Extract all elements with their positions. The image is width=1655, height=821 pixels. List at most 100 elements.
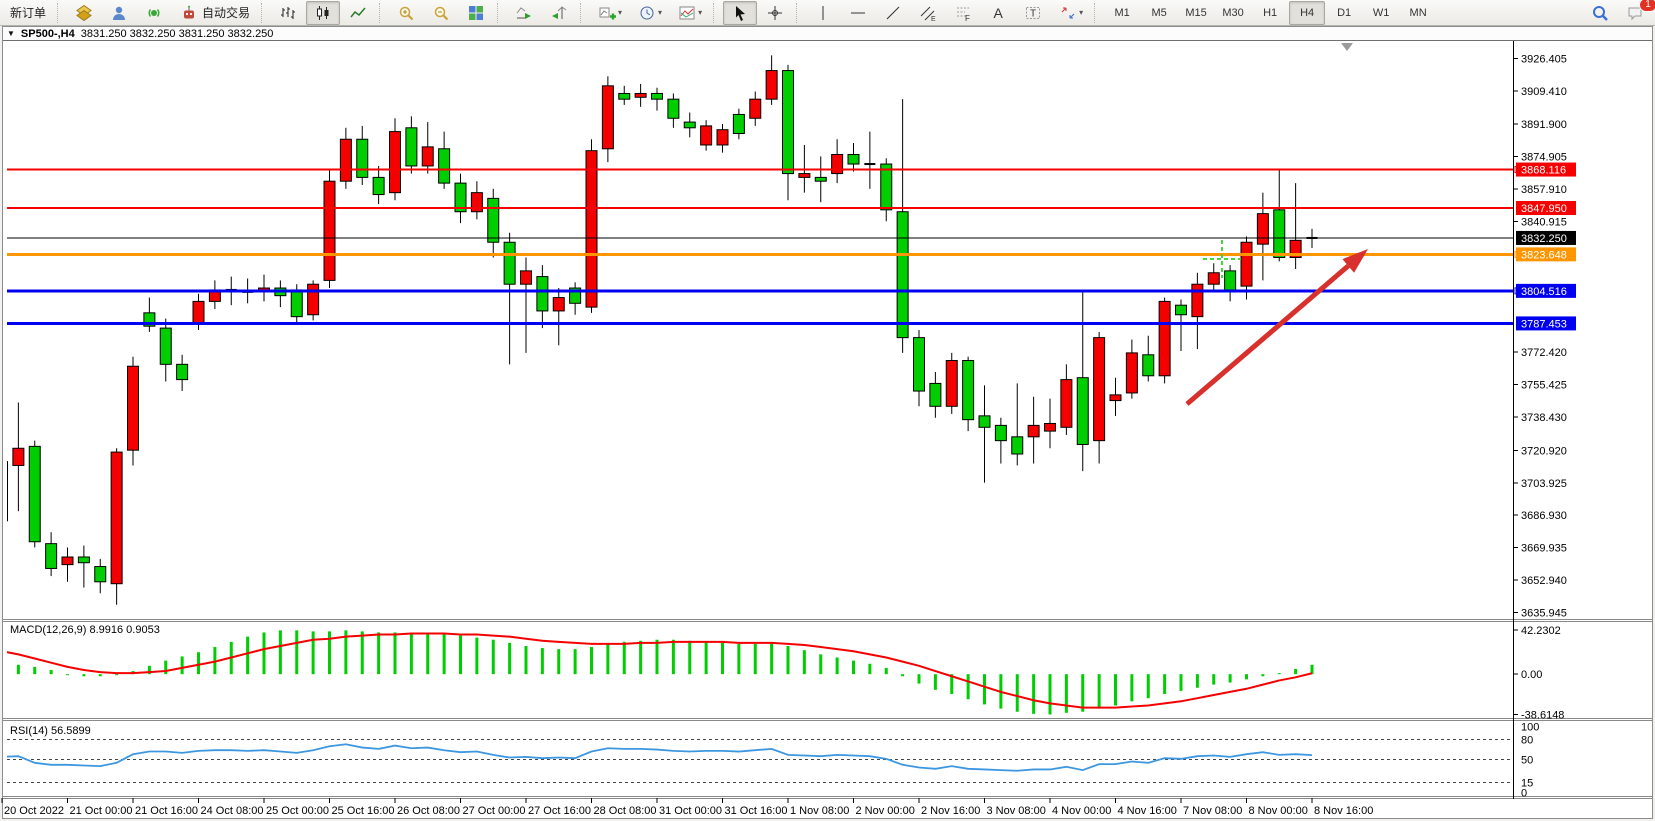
- chart-template-icon-caret-icon[interactable]: ▾: [698, 8, 703, 17]
- date-tick-label: 25 Oct 16:00: [332, 805, 395, 817]
- trendline-icon[interactable]: [876, 1, 910, 25]
- candle-bear: [356, 138, 369, 178]
- search-icon: [1590, 3, 1610, 23]
- candle-bear: [929, 382, 942, 407]
- equidistant-channel-icon[interactable]: E: [911, 1, 945, 25]
- candle-bull: [585, 150, 598, 308]
- autotrading-button[interactable]: 自动交易: [172, 1, 257, 25]
- toolbar-separator: [261, 2, 267, 23]
- equidistant-channel-icon: E: [918, 3, 938, 23]
- new-order-button[interactable]: 新订单: [3, 1, 53, 25]
- rsi-indicator: [7, 739, 1513, 784]
- candle-bull: [389, 131, 401, 194]
- chart-shift-icon[interactable]: [542, 1, 576, 25]
- candle-bear: [94, 566, 107, 583]
- price-badge-label: 3868.116: [1521, 165, 1566, 177]
- periods-icon[interactable]: ▾: [630, 1, 669, 25]
- arrows-icon-caret-icon[interactable]: ▾: [1079, 8, 1084, 17]
- price-badge: [1516, 230, 1576, 245]
- timeframe-mn[interactable]: MN: [1400, 1, 1436, 25]
- candle-bear: [847, 154, 860, 165]
- candle-bull: [1207, 272, 1220, 285]
- candle-bear: [143, 312, 156, 327]
- price-badge: [1516, 247, 1576, 262]
- date-tick-label: 21 Oct 16:00: [135, 805, 198, 817]
- tile-windows-icon[interactable]: [459, 1, 493, 25]
- vertical-line-icon[interactable]: [806, 1, 840, 25]
- rsi-tick-label: 50: [1521, 755, 1533, 767]
- zoom-out-icon[interactable]: [424, 1, 458, 25]
- date-tick-label: 3 Nov 08:00: [987, 805, 1046, 817]
- timeframe-m30[interactable]: M30: [1215, 1, 1251, 25]
- candle-bear: [503, 241, 516, 285]
- price-levels[interactable]: [7, 166, 1522, 325]
- auto-scroll-icon[interactable]: [507, 1, 541, 25]
- timeframe-m15[interactable]: M15: [1178, 1, 1214, 25]
- date-axis[interactable]: 20 Oct 2022 21 Oct 00:00 21 Oct 16:00 24 Oc…: [1, 798, 1373, 817]
- candle-bear: [1175, 304, 1187, 316]
- timeframe-w1[interactable]: W1: [1363, 1, 1399, 25]
- arrows-icon[interactable]: ▾: [1051, 1, 1090, 25]
- market-watch-icon[interactable]: [67, 1, 101, 25]
- notifications-icon[interactable]: 1: [1618, 0, 1655, 25]
- candlestick-chart-icon[interactable]: [306, 0, 341, 25]
- svg-text:T: T: [1030, 8, 1036, 19]
- candle-bull: [339, 138, 352, 182]
- chart-template-icon[interactable]: ▾: [670, 1, 709, 25]
- search-icon[interactable]: [1583, 1, 1617, 25]
- price-axis[interactable]: 3926.405 3909.410 3891.900 3874.905 3857.910…: [1513, 53, 1576, 800]
- cursor-icon[interactable]: [723, 0, 758, 25]
- toolbar-separator: [713, 2, 719, 23]
- timeframe-h4[interactable]: H4: [1289, 0, 1326, 25]
- text-label-icon[interactable]: T: [1016, 1, 1050, 25]
- toolbar-separator: [379, 2, 385, 23]
- candle-bull: [765, 70, 778, 100]
- timeframe-m1[interactable]: M1: [1104, 1, 1140, 25]
- price-badge: [1516, 283, 1576, 298]
- timeframe-m5[interactable]: M5: [1141, 1, 1177, 25]
- candle-bear: [782, 70, 794, 175]
- text-label-icon: T: [1023, 3, 1043, 23]
- fibonacci-icon[interactable]: F: [946, 1, 980, 25]
- timeframe-d1[interactable]: D1: [1326, 1, 1362, 25]
- price-badge-label: 3832.250: [1521, 233, 1567, 245]
- terminal-icon[interactable]: [102, 1, 136, 25]
- candle-bear: [618, 92, 631, 100]
- chart-title-bar[interactable]: ▼ SP500-,H4 3831.250 3832.250 3831.250 3…: [3, 27, 1652, 40]
- date-tick-label: 27 Oct 00:00: [463, 805, 526, 817]
- text-icon[interactable]: A: [981, 1, 1015, 25]
- trend-arrow-annotation[interactable]: [1185, 249, 1368, 406]
- cursor-icon: [730, 3, 750, 23]
- bar-chart-icon[interactable]: [271, 1, 305, 25]
- candle-bull: [831, 154, 844, 175]
- chart-window-frame: [2, 26, 1653, 819]
- price-tick-label: 3686.930: [1521, 510, 1567, 522]
- date-tick-label: 1 Nov 08:00: [790, 805, 849, 817]
- date-tick-label: 2 Nov 00:00: [856, 805, 915, 817]
- arrow-shaft[interactable]: [1185, 264, 1350, 406]
- bar-chart-icon: [278, 3, 298, 23]
- line-chart-icon[interactable]: [341, 1, 375, 25]
- new-order-button-label: 新订单: [10, 6, 47, 20]
- price-tick-label: 3926.405: [1521, 53, 1567, 65]
- chart-shift-marker[interactable]: [1341, 43, 1353, 51]
- date-tick-label: 4 Nov 00:00: [1052, 805, 1111, 817]
- signals-icon[interactable]: [137, 1, 171, 25]
- zoom-in-icon[interactable]: [389, 1, 423, 25]
- chart-menu-triangle-icon[interactable]: ▼: [7, 29, 15, 38]
- candle-bull: [1256, 213, 1269, 245]
- timeframe-m5-label: M5: [1151, 6, 1167, 19]
- add-indicator-icon-caret-icon[interactable]: ▾: [618, 8, 623, 17]
- horizontal-line-icon[interactable]: [841, 1, 875, 25]
- timeframe-h1[interactable]: H1: [1252, 1, 1288, 25]
- timeframe-h1-label: H1: [1263, 6, 1278, 19]
- add-indicator-icon[interactable]: ▾: [590, 1, 629, 25]
- crosshair-icon[interactable]: [758, 1, 792, 25]
- add-indicator-icon: [597, 3, 617, 23]
- price-tick-label: 3669.935: [1521, 543, 1567, 555]
- periods-icon-caret-icon[interactable]: ▾: [658, 8, 663, 17]
- candle-bull: [634, 92, 647, 98]
- candle-bear: [1224, 270, 1237, 291]
- candle-bull: [520, 270, 532, 285]
